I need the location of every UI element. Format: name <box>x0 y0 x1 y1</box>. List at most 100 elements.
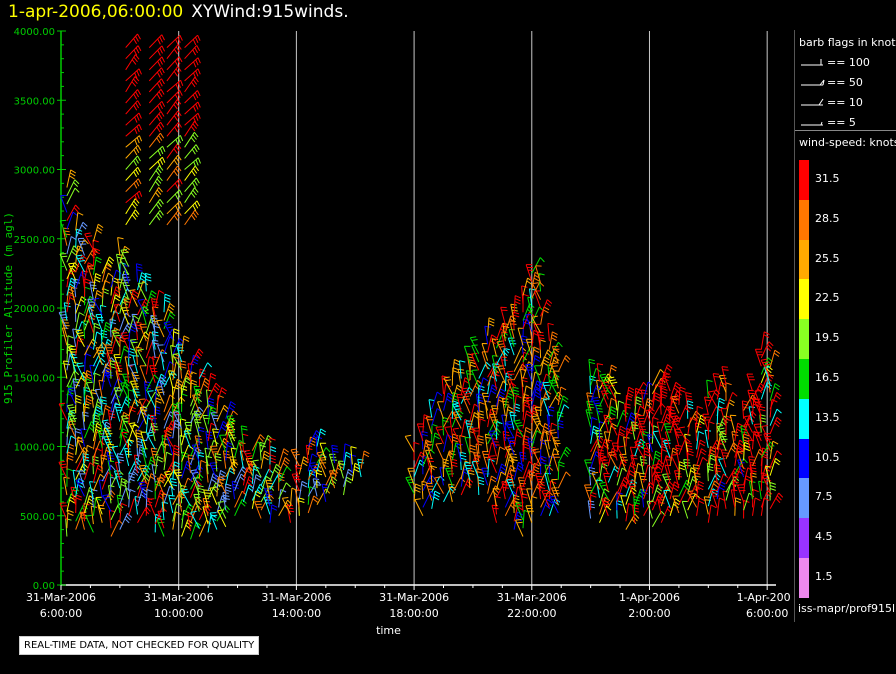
wind-barb <box>151 298 159 317</box>
wind-barb <box>506 370 515 389</box>
wind-barb <box>696 405 703 425</box>
wind-barb <box>452 402 462 421</box>
wind-barb <box>469 336 480 354</box>
wind-barb <box>531 462 540 482</box>
wind-barb <box>166 79 184 93</box>
wind-barb <box>663 489 671 508</box>
wind-barb <box>489 413 498 432</box>
wind-barb <box>645 442 653 461</box>
wind-barb <box>265 479 274 498</box>
wind-barb <box>184 131 199 148</box>
x-tick-label: 10:00:00 <box>154 607 203 620</box>
wind-barb <box>121 273 131 292</box>
x-tick-label: 22:00:00 <box>507 607 556 620</box>
wind-barb <box>192 394 200 413</box>
barb-flag-mark <box>801 98 824 106</box>
wind-barb <box>92 406 102 425</box>
colorbar-segment <box>799 319 809 360</box>
wind-barb <box>166 44 182 60</box>
wind-barb <box>252 459 262 478</box>
wind-barb <box>125 76 140 93</box>
wind-barb <box>203 489 212 508</box>
wind-barb <box>595 429 603 449</box>
wind-barb <box>501 481 509 500</box>
wind-barb <box>66 509 74 529</box>
wind-barb <box>531 388 542 407</box>
wind-barb <box>278 499 292 517</box>
wind-barb <box>124 447 132 467</box>
wind-barb <box>663 373 671 392</box>
wind-barb <box>157 344 165 363</box>
wind-barb <box>741 400 749 419</box>
wind-barb <box>538 381 546 400</box>
wind-barb <box>60 194 68 213</box>
wind-barb <box>101 363 112 382</box>
wind-barb <box>138 481 148 500</box>
wind-barb <box>66 245 79 263</box>
wind-barb <box>616 400 625 419</box>
wind-barb <box>534 365 542 383</box>
wind-barb <box>422 439 432 458</box>
wind-barb <box>66 187 80 205</box>
legend-divider <box>795 130 896 131</box>
wind-barb <box>156 477 165 496</box>
wind-barb <box>144 272 152 292</box>
wind-barb <box>101 357 116 374</box>
wind-barb <box>557 355 571 372</box>
wind-barb <box>278 466 292 483</box>
wind-barb <box>587 500 595 519</box>
wind-barb <box>656 496 665 515</box>
wind-barb <box>637 423 647 442</box>
wind-barb <box>734 422 744 442</box>
wind-barb <box>591 397 601 415</box>
wind-barb <box>405 476 415 494</box>
wind-barb <box>184 57 201 71</box>
wind-barb <box>557 395 569 414</box>
wind-barb <box>754 348 764 367</box>
wind-barb <box>590 417 598 436</box>
wind-barb <box>145 423 157 442</box>
wind-barb <box>663 423 673 442</box>
wind-barb <box>331 444 339 464</box>
wind-barb <box>184 76 199 93</box>
wind-barb <box>638 472 647 491</box>
wind-barb <box>627 480 637 498</box>
wind-barb <box>513 295 521 314</box>
wind-barb <box>645 409 653 428</box>
wind-barb <box>535 265 542 284</box>
wind-barb <box>533 323 542 342</box>
wind-barb <box>487 475 497 494</box>
wind-barb <box>548 391 563 408</box>
wind-barb <box>103 435 113 454</box>
wind-barb <box>531 354 541 374</box>
wind-barb <box>128 364 138 382</box>
wind-barb <box>625 462 637 480</box>
wind-barb <box>128 422 138 440</box>
wind-barb <box>240 425 248 444</box>
wind-barb <box>599 456 610 475</box>
colorbar-label: 10.5 <box>815 450 840 464</box>
wind-barb <box>184 177 200 193</box>
wind-barb <box>66 179 80 197</box>
wind-barb <box>608 451 618 469</box>
wind-barb <box>686 400 694 419</box>
wind-barb <box>435 426 444 444</box>
wind-barb <box>101 256 115 274</box>
x-tick-label: 1-Apr-2006 <box>619 591 680 604</box>
wind-barb <box>184 200 201 215</box>
wind-barb <box>137 298 147 317</box>
wind-barb <box>590 425 600 444</box>
wind-barb <box>234 499 247 517</box>
wind-barb <box>759 414 767 433</box>
wind-barb <box>97 429 106 449</box>
wind-barb <box>75 329 85 348</box>
wind-barb <box>163 321 174 339</box>
y-tick-label: 1500.00 <box>14 373 55 384</box>
wind-barb <box>754 390 762 408</box>
wind-barb <box>487 317 495 336</box>
wind-barb <box>278 482 291 500</box>
wind-barb <box>522 410 532 429</box>
wind-barb <box>125 135 143 148</box>
wind-barb <box>225 401 236 419</box>
wind-barb <box>84 232 94 251</box>
